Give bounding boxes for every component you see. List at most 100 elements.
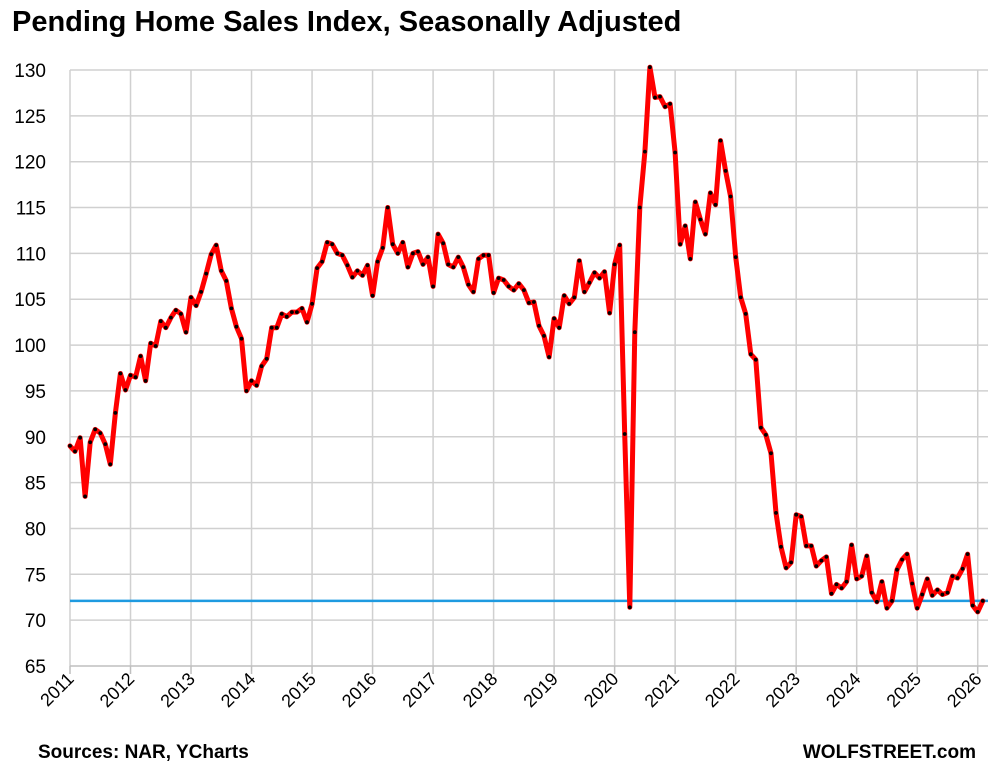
data-point: [668, 102, 672, 106]
data-point: [774, 511, 778, 515]
data-point: [290, 310, 294, 314]
gridlines: [69, 69, 988, 666]
data-point: [799, 514, 804, 519]
data-point: [516, 281, 521, 286]
series-group: [67, 64, 986, 615]
data-point: [184, 330, 188, 335]
data-point: [612, 262, 617, 267]
x-tick-label: 2013: [156, 669, 198, 711]
data-point: [607, 311, 612, 315]
x-tick-label: 2024: [822, 669, 864, 711]
data-point: [617, 243, 622, 248]
data-point: [380, 246, 385, 250]
data-point: [925, 577, 930, 581]
data-point: [315, 266, 319, 270]
data-point: [602, 269, 607, 274]
data-point: [804, 544, 809, 548]
data-point: [194, 303, 199, 308]
data-point: [148, 341, 153, 346]
data-point: [274, 325, 279, 330]
data-point: [885, 606, 889, 611]
data-point: [839, 586, 844, 590]
data-point: [199, 290, 204, 294]
data-point: [945, 590, 950, 595]
data-point: [522, 288, 526, 292]
data-point: [68, 444, 72, 448]
data-point: [829, 591, 834, 596]
data-point: [532, 300, 536, 304]
data-point: [844, 579, 849, 584]
data-point: [794, 512, 799, 517]
data-point: [491, 290, 496, 295]
data-point: [204, 271, 209, 276]
data-point: [239, 336, 244, 341]
data-point: [875, 599, 879, 604]
data-point: [673, 150, 677, 155]
data-point: [128, 373, 133, 378]
data-point: [824, 555, 829, 559]
data-point: [224, 279, 229, 283]
series-line: [67, 64, 986, 615]
data-point: [965, 552, 970, 556]
data-point: [375, 259, 380, 264]
data-point: [83, 494, 87, 499]
x-axis-ticks: 2011 2012 2013 2014 2015 2016 2017 2018 2019 2020…: [36, 669, 985, 711]
data-point: [385, 205, 390, 210]
x-tick-label: 2014: [217, 669, 259, 711]
data-point: [648, 65, 652, 70]
data-point: [209, 252, 214, 257]
data-point: [859, 574, 864, 578]
y-tick-label: 95: [25, 382, 46, 403]
data-point: [653, 95, 657, 100]
data-point: [355, 268, 360, 273]
data-point: [169, 315, 173, 320]
data-point: [698, 217, 703, 222]
data-point: [390, 242, 395, 247]
data-point: [330, 242, 335, 247]
data-point: [562, 293, 567, 298]
x-tick-label: 2015: [277, 669, 319, 711]
data-point: [431, 284, 435, 289]
data-point: [158, 319, 163, 324]
data-point: [406, 265, 410, 269]
data-point: [643, 149, 647, 154]
y-axis-ticks: 65 70 75 80 85 90 95 100 105 110 115 120 125 130: [14, 61, 46, 678]
data-point: [627, 605, 632, 610]
data-point: [557, 325, 562, 330]
data-point: [416, 249, 420, 254]
data-point: [511, 288, 516, 292]
data-point: [658, 94, 662, 99]
data-point: [295, 310, 299, 314]
x-tick-label: 2012: [96, 669, 138, 711]
data-point: [103, 442, 108, 446]
data-point: [436, 232, 440, 237]
data-point: [849, 543, 854, 547]
chart-title: Pending Home Sales Index, Seasonally Adj…: [12, 6, 682, 38]
y-tick-label: 85: [25, 474, 46, 495]
data-point: [506, 284, 511, 289]
data-point: [451, 265, 456, 269]
data-point: [809, 544, 814, 548]
data-point: [234, 324, 239, 329]
data-point: [779, 544, 783, 549]
data-point: [970, 603, 975, 608]
data-point: [748, 352, 753, 357]
x-tick-label: 2025: [883, 669, 925, 711]
data-point: [254, 383, 259, 388]
data-point: [471, 290, 476, 294]
y-tick-label: 105: [14, 290, 46, 311]
data-point: [411, 251, 415, 256]
data-point: [88, 440, 93, 445]
x-tick-label: 2022: [701, 669, 743, 711]
brand-label: WOLFSTREET.com: [802, 742, 976, 763]
data-point: [461, 265, 466, 269]
data-point: [365, 263, 370, 268]
data-point: [683, 224, 688, 228]
data-point: [476, 257, 481, 261]
data-point: [552, 316, 556, 321]
data-point: [98, 431, 103, 435]
data-point: [73, 449, 77, 454]
data-point: [441, 241, 446, 246]
data-point: [834, 582, 839, 587]
data-point: [400, 240, 405, 245]
